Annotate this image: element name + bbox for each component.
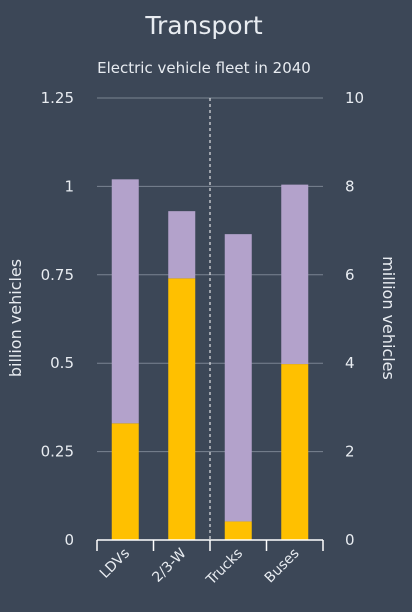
right-tick-label: 8 bbox=[345, 177, 355, 195]
axes bbox=[96, 98, 324, 551]
bar-segment-top bbox=[111, 179, 139, 424]
right-tick-label: 2 bbox=[345, 443, 355, 461]
bar-series bbox=[111, 179, 309, 540]
right-tick-label: 4 bbox=[345, 354, 355, 372]
category-label: LDVs bbox=[97, 546, 133, 582]
right-axis-label: million vehicles bbox=[379, 256, 398, 380]
right-tick-label: 0 bbox=[345, 531, 355, 549]
category-label: 2/3-W bbox=[149, 545, 189, 585]
left-tick-label: 1 bbox=[64, 177, 74, 195]
left-tick-label: 0 bbox=[64, 531, 74, 549]
left-tick-label: 1.25 bbox=[41, 89, 74, 107]
chart-title: Transport bbox=[144, 11, 263, 40]
chart-subtitle: Electric vehicle fleet in 2040 bbox=[97, 59, 311, 77]
category-label: Buses bbox=[262, 546, 303, 587]
bar-segment-bottom bbox=[111, 423, 139, 540]
bar-segment-bottom bbox=[281, 364, 309, 540]
left-tick-label: 0.25 bbox=[41, 443, 74, 461]
bar-segment-bottom bbox=[168, 278, 196, 540]
right-tick-label: 10 bbox=[345, 89, 364, 107]
left-tick-label: 0.5 bbox=[50, 354, 74, 372]
right-tick-label: 6 bbox=[345, 266, 355, 284]
category-label: Trucks bbox=[203, 546, 246, 589]
left-tick-label: 0.75 bbox=[41, 266, 74, 284]
right-axis-ticks: 0 2 4 6 8 10 bbox=[345, 89, 364, 549]
bar-segment-top bbox=[281, 184, 309, 365]
bar-segment-top bbox=[224, 234, 252, 522]
bar-segment-bottom bbox=[224, 521, 252, 540]
left-axis-ticks: 0 0.25 0.5 0.75 1 1.25 bbox=[41, 89, 74, 549]
bar-segment-top bbox=[168, 211, 196, 279]
category-labels: LDVs 2/3-W Trucks Buses bbox=[97, 545, 303, 588]
left-axis-label: billion vehicles bbox=[6, 259, 25, 377]
